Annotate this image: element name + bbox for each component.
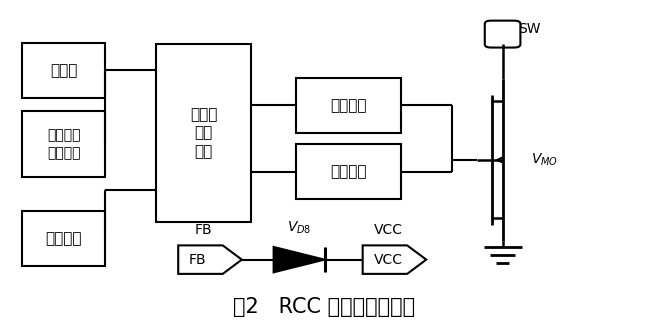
FancyBboxPatch shape (485, 21, 520, 47)
Text: FB: FB (195, 224, 212, 237)
Text: 占空比
选择
电路: 占空比 选择 电路 (190, 107, 217, 159)
Polygon shape (274, 247, 324, 272)
Bar (22, 43, 105, 98)
Text: FB: FB (188, 253, 206, 266)
Text: 振荡器: 振荡器 (50, 63, 77, 78)
Text: VCC: VCC (374, 224, 402, 237)
Bar (296, 144, 401, 200)
Bar (156, 44, 251, 222)
Bar (296, 78, 401, 133)
Text: $V_{D8}$: $V_{D8}$ (287, 220, 312, 236)
Text: 消隐电路: 消隐电路 (330, 164, 367, 179)
Bar (22, 111, 105, 177)
Bar (22, 211, 105, 266)
Text: VCC: VCC (374, 253, 402, 266)
Text: 偏置电路: 偏置电路 (45, 231, 82, 246)
Polygon shape (178, 245, 242, 274)
Text: SW: SW (519, 22, 541, 36)
Polygon shape (363, 245, 426, 274)
Text: 图2   RCC 内部结构原理图: 图2 RCC 内部结构原理图 (234, 297, 415, 317)
FancyArrowPatch shape (498, 157, 503, 163)
Text: $V_{MO}$: $V_{MO}$ (531, 152, 558, 168)
Text: 小占空比
产生电路: 小占空比 产生电路 (47, 129, 80, 160)
Text: 保护电路: 保护电路 (330, 98, 367, 113)
